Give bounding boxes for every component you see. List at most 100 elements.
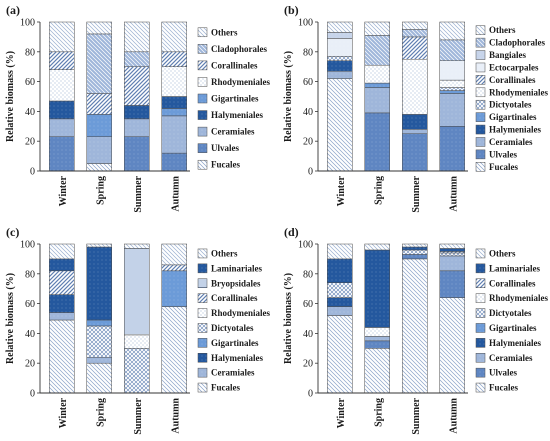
legend-label-others: Others	[489, 248, 516, 258]
legend-label-cladophorales: Cladophorales	[211, 44, 268, 54]
bar-segment-fucales-spring	[86, 362, 112, 394]
legend-swatch-bangiales	[475, 50, 486, 60]
bar-segment-ectocarpales-winter	[327, 38, 353, 57]
legend-label-fucales: Fucales	[211, 383, 240, 393]
legend-swatch-corallinales	[197, 293, 208, 303]
bar-segment-corallinales-autumn	[161, 51, 187, 67]
bar-segment-cladophorales-spring	[364, 35, 390, 66]
y-tick-label: 20	[303, 359, 313, 370]
bar-segment-laminariales-summer	[402, 246, 428, 251]
bar-segment-rhodymeniales-autumn	[439, 79, 465, 88]
bar-segment-others-winter	[327, 21, 353, 33]
legend-swatch-cladophorales	[197, 44, 208, 54]
x-tick-label: Autumn	[170, 398, 181, 434]
bar-segment-cladophorales-autumn	[439, 39, 465, 61]
bar-segment-halymeniales-winter	[327, 60, 353, 72]
y-tick-label: 80	[303, 47, 313, 58]
bar-segment-ceramiales-summer	[124, 118, 150, 137]
y-tick-label: 60	[25, 299, 35, 310]
x-tick-label: Summer	[411, 397, 422, 434]
bar-segment-laminariales-winter	[49, 258, 75, 272]
bar-segment-gigartinales-autumn	[161, 270, 187, 307]
y-tick-label: 0	[30, 167, 35, 178]
legend-swatch-others	[475, 248, 486, 259]
bar-segment-dictyotales-spring	[86, 325, 112, 358]
panel-c: (c) Relative biomass (%) 0 20 40 60 80 100 Winte…	[5, 225, 271, 435]
bar-segment-fucales-winter	[49, 319, 75, 394]
legend-label-halymeniales: Halymeniales	[489, 338, 541, 348]
legend-swatch-rhodymeniales	[475, 87, 486, 98]
y-tick-label: 20	[303, 137, 313, 148]
legend-swatch-dictyotales	[475, 308, 486, 318]
x-tick-label: Winter	[58, 397, 69, 428]
x-tick-label: Summer	[133, 397, 144, 434]
legend-label-ceramiales: Ceramiales	[489, 137, 533, 147]
legend-swatch-rhodymeniales	[197, 77, 208, 87]
x-tick-label: Summer	[411, 175, 422, 212]
bar-segment-others-autumn	[439, 243, 465, 249]
bar-segment-others-summer	[402, 21, 428, 30]
bar-segment-rhodymeniales-summer	[124, 334, 150, 349]
bar-segment-ceramiales-spring	[86, 356, 112, 364]
y-tick-label: 40	[303, 329, 313, 340]
legend-swatch-ceramiales	[197, 126, 208, 137]
legend-swatch-ulvales	[475, 367, 486, 378]
bar-segment-corallinales-autumn	[161, 264, 187, 272]
panel-b: (b) Relative biomass (%) 0 20 40 60 80 100 Winte…	[283, 3, 549, 213]
legend-label-gigartinales: Gigartinales	[211, 338, 259, 348]
bar-segment-halymeniales-winter	[327, 297, 353, 307]
legend-label-bangiales: Bangiales	[489, 50, 527, 60]
bar-segment-ceramiales-winter	[327, 70, 353, 79]
bar-segment-ceramiales-summer	[402, 129, 428, 134]
y-tick-label: 80	[25, 269, 35, 280]
bar-segment-ceramiales-spring	[86, 136, 112, 164]
panel-label: (a)	[6, 3, 20, 17]
legend-label-rhodymeniales: Rhodymeniales	[211, 308, 271, 318]
y-tick-label: 20	[25, 359, 35, 370]
bar-segment-laminariales-autumn	[439, 248, 465, 252]
x-tick-label: Spring	[373, 398, 384, 427]
bar-segment-halymeniales-winter	[49, 294, 75, 313]
bar-segment-cladophorales-spring	[86, 33, 112, 94]
legend-swatch-corallinales	[197, 60, 208, 71]
y-tick-label: 20	[25, 137, 35, 148]
legend-label-halymeniales: Halymeniales	[489, 125, 541, 135]
y-tick-label: 100	[20, 240, 35, 251]
legend-label-others: Others	[211, 27, 238, 37]
legend-swatch-halymeniales	[197, 353, 208, 363]
bar-segment-fucales-winter	[327, 315, 353, 394]
bar-segment-gigartinales-autumn	[439, 90, 465, 94]
x-tick-label: Winter	[336, 175, 347, 206]
bar-segment-laminariales-winter	[327, 258, 353, 283]
legend-swatch-others	[197, 248, 208, 259]
y-tick-label: 0	[308, 389, 313, 400]
legend-label-fucales: Fucales	[489, 383, 518, 393]
bar-segment-halymeniales-summer	[124, 105, 150, 120]
bar-segment-dictyotales-autumn	[439, 87, 465, 91]
bar-segment-rhodymeniales-winter	[49, 69, 75, 102]
legend-label-laminariales: Laminariales	[211, 263, 262, 273]
x-tick-label: Winter	[58, 175, 69, 206]
legend-label-ceramiales: Ceramiales	[211, 127, 255, 137]
bar-segment-ceramiales-autumn	[439, 255, 465, 272]
bar-segment-others-spring	[364, 21, 390, 36]
legend-label-laminariales: Laminariales	[489, 263, 540, 273]
bar-segment-fucales-spring	[364, 348, 390, 394]
legend-swatch-rhodymeniales	[197, 308, 208, 318]
legend-label-dictyotales: Dictyotales	[211, 323, 254, 333]
legend-label-ceramiales: Ceramiales	[489, 353, 533, 363]
bar-segment-corallinales-summer	[402, 36, 428, 60]
y-tick-label: 40	[303, 107, 313, 118]
legend-label-halymeniales: Halymeniales	[211, 353, 263, 363]
bar-segment-others-summer	[124, 243, 150, 249]
bar-segment-laminariales-spring	[364, 249, 390, 328]
y-axis-label: Relative biomass (%)	[5, 51, 16, 142]
legend-swatch-corallinales	[475, 278, 486, 288]
bar-segment-ceramiales-winter	[49, 312, 75, 321]
legend-label-fucales: Fucales	[211, 160, 240, 170]
bar-segment-others-autumn	[439, 21, 465, 41]
legend-swatch-ceramiales	[475, 353, 486, 363]
y-tick-label: 60	[303, 299, 313, 310]
